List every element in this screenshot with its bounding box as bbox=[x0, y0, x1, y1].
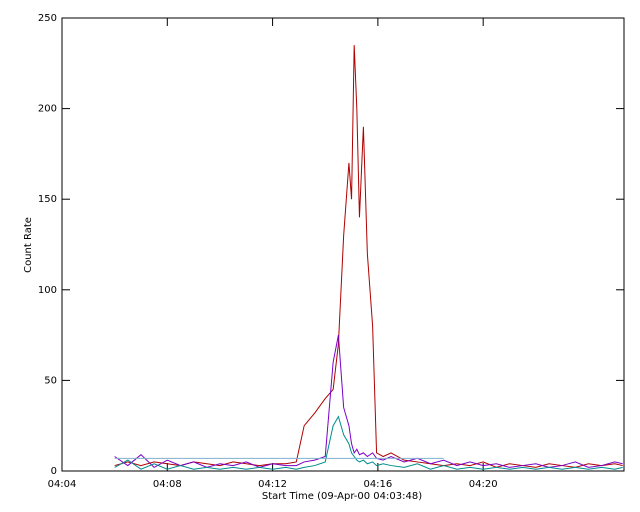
plot-frame bbox=[61, 17, 625, 472]
y-tick-label: 200 bbox=[38, 104, 57, 115]
y-tick-label: 100 bbox=[38, 285, 57, 296]
x-tick-label: 04:16 bbox=[363, 479, 392, 490]
y-tick-label: 150 bbox=[38, 194, 57, 205]
x-tick-label: 04:12 bbox=[258, 479, 287, 490]
x-tick-label: 04:20 bbox=[469, 479, 498, 490]
series-line bbox=[114, 335, 623, 468]
x-tick-label: 04:08 bbox=[153, 479, 182, 490]
y-tick-label: 250 bbox=[38, 13, 57, 24]
x-axis-label: Start Time (09-Apr-00 04:03:48) bbox=[262, 491, 422, 502]
y-axis-label: Count Rate bbox=[23, 217, 34, 273]
series-line bbox=[114, 45, 623, 468]
series-line bbox=[114, 415, 623, 470]
y-tick-label: 50 bbox=[44, 375, 57, 386]
x-tick-label: 04:04 bbox=[48, 479, 77, 490]
y-tick-label: 0 bbox=[51, 466, 57, 477]
